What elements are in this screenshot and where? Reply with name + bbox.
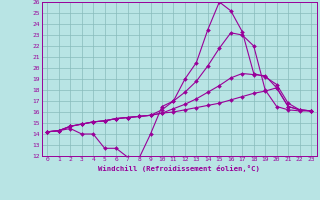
X-axis label: Windchill (Refroidissement éolien,°C): Windchill (Refroidissement éolien,°C) [98, 165, 260, 172]
